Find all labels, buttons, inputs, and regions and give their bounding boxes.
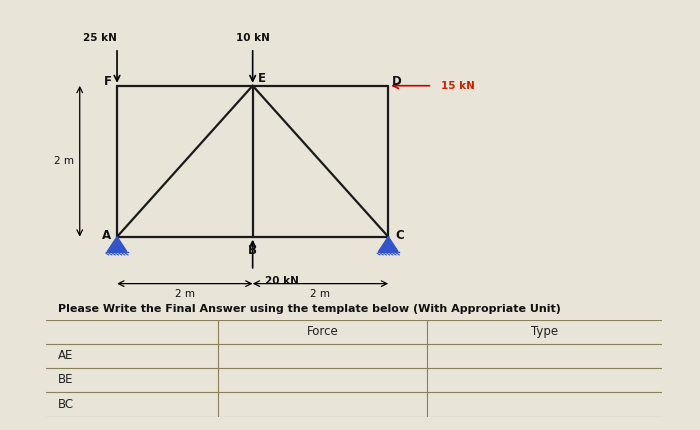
Text: C: C — [395, 229, 404, 242]
Text: B: B — [248, 244, 257, 257]
Text: E: E — [258, 72, 265, 86]
Text: Type: Type — [531, 326, 558, 338]
Polygon shape — [379, 237, 398, 252]
Text: Please Write the Final Answer using the template below (With Appropriate Unit): Please Write the Final Answer using the … — [58, 304, 561, 313]
Text: 2 m: 2 m — [55, 156, 74, 166]
Text: F: F — [104, 75, 112, 88]
Text: AE: AE — [58, 349, 74, 362]
Text: 2 m: 2 m — [311, 289, 330, 299]
Polygon shape — [107, 237, 127, 252]
Text: D: D — [392, 75, 402, 88]
Text: 10 kN: 10 kN — [236, 34, 270, 43]
Text: 25 kN: 25 kN — [83, 34, 117, 43]
Text: 20 kN: 20 kN — [265, 276, 299, 286]
Text: 15 kN: 15 kN — [441, 81, 475, 91]
Text: BC: BC — [58, 398, 74, 411]
Text: BE: BE — [58, 373, 74, 386]
Text: A: A — [102, 229, 111, 242]
Text: Force: Force — [307, 326, 339, 338]
Text: 2 m: 2 m — [175, 289, 195, 299]
